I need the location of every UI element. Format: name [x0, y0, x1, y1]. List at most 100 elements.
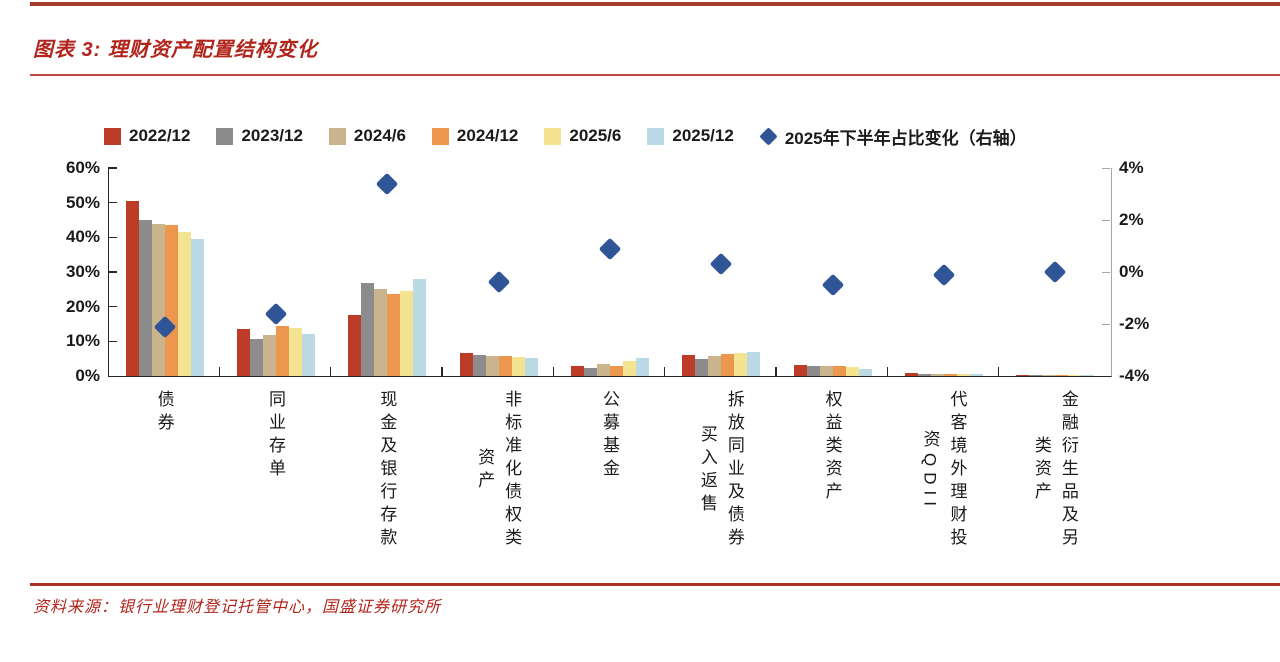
left-axis-tick-label: 10%: [65, 331, 100, 351]
x-axis-label-column: 拆放同业及债券: [724, 390, 744, 551]
right-axis-tick-mark: [1102, 271, 1110, 273]
bar-2025/12: [636, 357, 649, 376]
scatter-diamond-marker: [376, 172, 399, 195]
bar-2024/6: [151, 224, 165, 376]
bar-2024/6: [485, 355, 499, 376]
x-axis-category-label: 权益类资产: [822, 390, 842, 505]
bar-2022/12: [793, 364, 807, 376]
x-axis-label-column: 现金及银行存款: [377, 390, 397, 551]
bar-2022/12: [682, 355, 696, 376]
bar-2023/12: [695, 359, 709, 376]
bar-2022/12: [237, 329, 250, 376]
top-divider-rule: [30, 2, 1280, 6]
bar-2024/6: [1042, 375, 1056, 376]
bar-2024/12: [276, 325, 289, 376]
scatter-diamond-marker: [487, 271, 510, 294]
legend-item: 2024/12: [431, 126, 519, 146]
diamond-marker-icon: [759, 126, 778, 146]
left-axis-tick-label: 60%: [65, 158, 100, 177]
right-axis-tick-label: -2%: [1119, 314, 1150, 333]
figure-title: 图表 3: 理财资产配置结构变化: [33, 39, 318, 61]
title-divider-rule: [30, 74, 1280, 76]
bar-2025/6: [845, 367, 859, 376]
bar-2024/6: [931, 373, 944, 376]
bar-2023/12: [1029, 375, 1043, 376]
bar-2024/12: [1055, 375, 1069, 376]
left-axis-tick-mark: [108, 305, 117, 308]
bar-2023/12: [472, 354, 486, 376]
x-axis-category-label: 同业存单: [265, 390, 285, 482]
bar-2025/6: [511, 356, 525, 376]
legend-item: 2024/6: [328, 126, 406, 146]
bar-2025/12: [302, 333, 315, 376]
source-note: 资料来源：银行业理财登记托管中心，国盛证券研究所: [33, 599, 442, 616]
bar-2024/12: [498, 356, 512, 376]
legend-item: 2025年下半年占比变化（右轴）: [759, 124, 1027, 149]
legend-label: 2025/12: [672, 126, 734, 145]
bar-2023/12: [138, 220, 152, 376]
x-axis-label-column: 资QDII: [920, 429, 940, 512]
bar-2022/12: [348, 315, 362, 376]
legend-item: 2025/12: [647, 126, 734, 146]
x-axis-label-column: 买入返售: [697, 424, 717, 517]
right-axis-tick-mark: [1102, 323, 1110, 325]
bar-2024/12: [387, 293, 401, 376]
legend-item: 2022/12: [104, 126, 190, 146]
chart-legend: 2022/12 2023/12 2024/6 2024/12 2025/6 2025/12…: [104, 120, 1027, 152]
x-axis-category-label: 代客境外理财投 资QDII: [920, 390, 967, 551]
bar-2023/12: [806, 365, 820, 376]
bar-2025/12: [970, 374, 983, 376]
x-axis-label-column: 金融衍生品及另: [1058, 390, 1078, 551]
bar-2024/6: [819, 366, 833, 376]
x-axis-label-column: 非标准化债权类: [502, 390, 522, 551]
bar-2023/12: [361, 283, 375, 376]
legend-label: 2022/12: [129, 126, 191, 145]
left-axis-tick-label: 0%: [75, 366, 100, 385]
bar-2024/12: [944, 373, 957, 376]
plot-area: [108, 168, 1112, 377]
bar-2025/6: [734, 352, 748, 376]
x-axis-label-column: 代客境外理财投: [947, 390, 967, 551]
x-axis-label-column: 类资产: [1031, 436, 1051, 505]
bar-2022/12: [1016, 374, 1030, 376]
right-axis-tick-mark: [1102, 167, 1110, 169]
bar-2024/12: [721, 353, 735, 376]
bar-2022/12: [905, 373, 918, 376]
bar-2023/12: [584, 368, 597, 376]
bar-2025/6: [289, 328, 302, 376]
legend-swatch-icon: [216, 127, 234, 145]
legend-swatch-icon: [328, 127, 346, 145]
bar-2023/12: [250, 338, 263, 376]
bar-2025/6: [623, 360, 636, 376]
legend-label: 2024/12: [456, 126, 519, 145]
bar-2025/12: [1081, 375, 1095, 376]
x-axis-category-label: 现金及银行存款: [376, 390, 396, 551]
legend-label: 2025年下半年占比变化（右轴）: [784, 128, 1027, 148]
x-axis-tick-mark: [552, 367, 555, 376]
legend-label: 2023/12: [241, 126, 303, 145]
bar-2023/12: [918, 374, 931, 376]
legend-item: 2023/12: [216, 126, 303, 146]
x-axis-category-label: 拆放同业及债券 买入返售: [697, 390, 744, 551]
scatter-diamond-marker: [598, 237, 622, 260]
legend-swatch-icon: [431, 127, 449, 145]
x-axis-tick-mark: [329, 367, 332, 376]
bar-2022/12: [571, 366, 584, 376]
left-axis-tick-mark: [108, 167, 117, 169]
left-axis-tick-mark: [108, 236, 117, 239]
x-axis-category-label: 金融衍生品及另 类资产: [1031, 390, 1078, 551]
bar-2025/6: [400, 290, 414, 376]
bar-2025/6: [177, 232, 191, 376]
x-axis-label-column: 资产: [475, 447, 495, 494]
x-axis-tick-mark: [663, 367, 666, 376]
x-axis-category-label: 公募基金: [599, 390, 619, 482]
bar-2025/12: [413, 278, 427, 376]
bar-2024/6: [597, 364, 610, 376]
left-axis-tick-label: 20%: [65, 296, 100, 316]
left-axis-tick-mark: [108, 340, 117, 343]
right-axis-tick-mark: [1102, 219, 1110, 221]
x-axis-category-label: 债券: [154, 390, 174, 436]
left-axis-tick-mark: [108, 201, 117, 204]
x-axis-label-column: 债券: [154, 390, 174, 436]
